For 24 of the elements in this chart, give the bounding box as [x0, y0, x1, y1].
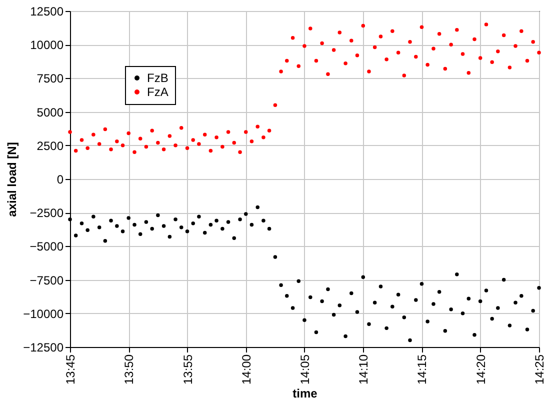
x-tick-label: 13:45	[64, 354, 78, 385]
y-tick-label: −5000	[30, 240, 64, 254]
legend-label: FzB	[147, 71, 168, 85]
x-tick-label: 13:50	[122, 354, 136, 385]
y-tick-label: −12500	[23, 340, 64, 354]
x-tick-label: 14:00	[239, 354, 254, 385]
y-tick-label: 10000	[30, 38, 64, 52]
y-tick-label: 2500	[36, 138, 64, 153]
y-tick-label: −2500	[30, 206, 64, 220]
legend-label: FzA	[147, 85, 168, 99]
y-tick-label: −7500	[30, 273, 64, 288]
x-tick-label: 14:15	[415, 354, 430, 385]
y-axis-title: axial load [N]	[5, 142, 20, 217]
x-tick-label: 14:10	[356, 354, 371, 385]
x-tick-label: 13:55	[180, 354, 195, 385]
y-tick-label: 0	[56, 172, 64, 186]
y-tick-label: 7500	[36, 72, 64, 86]
x-tick-label: 14:25	[532, 354, 546, 385]
x-tick-label: 14:20	[474, 354, 488, 385]
x-axis-title: time	[292, 386, 318, 401]
y-tick-label: −10000	[23, 306, 64, 321]
x-tick-label: 14:05	[298, 354, 312, 385]
y-tick-label: 5000	[36, 105, 64, 120]
y-tick-label: 12500	[30, 4, 64, 18]
